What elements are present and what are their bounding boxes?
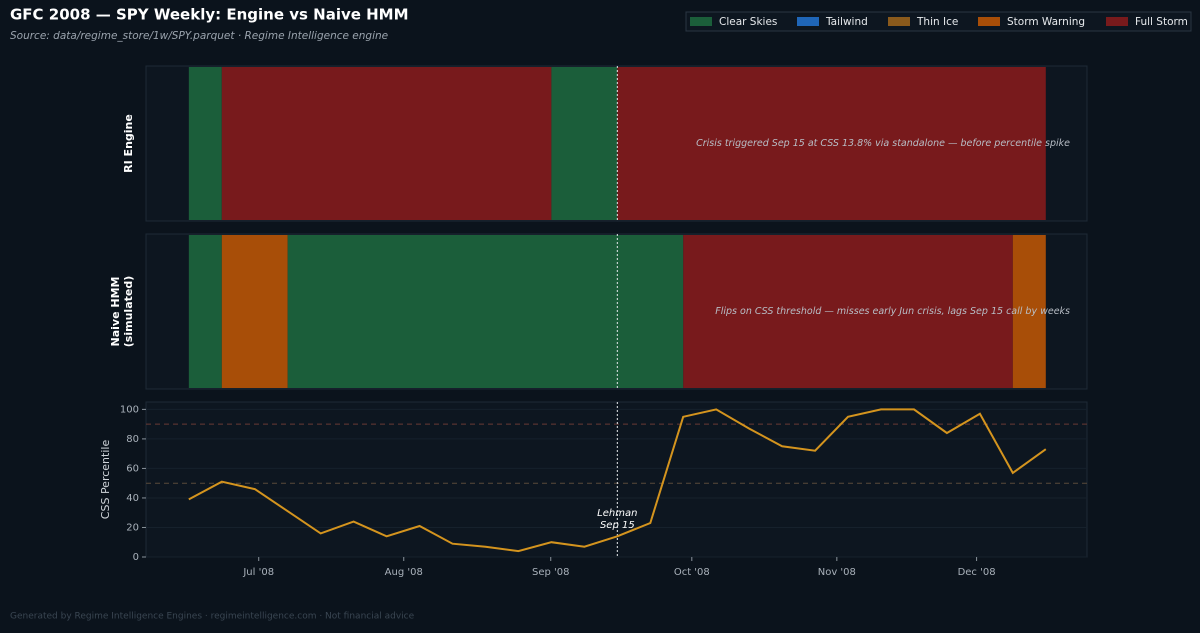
legend-swatch [797,17,819,26]
regime-segment [287,235,684,388]
legend-swatch [978,17,1000,26]
legend-swatch [888,17,910,26]
legend-label: Clear Skies [719,16,777,28]
x-tick-label: Sep '08 [532,567,570,578]
footer: Generated by Regime Intelligence Engines… [10,612,415,622]
panel [145,401,1088,558]
event-label: Sep 15 [600,520,635,531]
title: GFC 2008 — SPY Weekly: Engine vs Naive H… [10,6,409,24]
regime-segment [551,67,618,220]
legend-label: Thin Ice [916,16,958,28]
y-axis-label: CSS Percentile [99,440,112,520]
legend-box [685,11,1192,32]
y-axis-label: (simulated) [122,276,135,347]
legend-label: Full Storm [1135,16,1188,28]
regime-segment [188,67,222,220]
y-axis-label: Naive HMM [109,277,122,347]
css-line [188,408,1047,553]
regime-segment [221,67,552,220]
subtitle: Source: data/regime_store/1w/SPY.parquet… [10,30,388,42]
y-tick-label: 20 [126,522,139,533]
x-tick-label: Jul '08 [242,567,274,578]
y-tick-label: 80 [126,434,139,445]
legend-label: Storm Warning [1007,16,1085,28]
x-tick-label: Aug '08 [385,567,423,578]
x-tick-label: Dec '08 [958,567,996,578]
annotation: Flips on CSS threshold — misses early Ju… [715,306,1070,317]
x-tick-label: Oct '08 [674,567,710,578]
event-label: Lehman [597,508,637,519]
regime-segment [1012,235,1046,388]
legend-swatch [1106,17,1128,26]
y-tick-label: 40 [126,493,139,504]
regime-segment [617,67,1046,220]
y-tick-label: 100 [120,404,139,415]
y-tick-label: 60 [126,463,139,474]
x-tick-label: Nov '08 [818,567,856,578]
regime-segment [188,235,222,388]
y-axis-label: RI Engine [122,114,135,173]
legend-swatch [690,17,712,26]
regime-segment [683,235,1013,388]
y-tick-label: 0 [133,552,139,563]
legend-label: Tailwind [825,16,868,28]
regime-segment [221,235,288,388]
annotation: Crisis triggered Sep 15 at CSS 13.8% via… [696,138,1070,149]
